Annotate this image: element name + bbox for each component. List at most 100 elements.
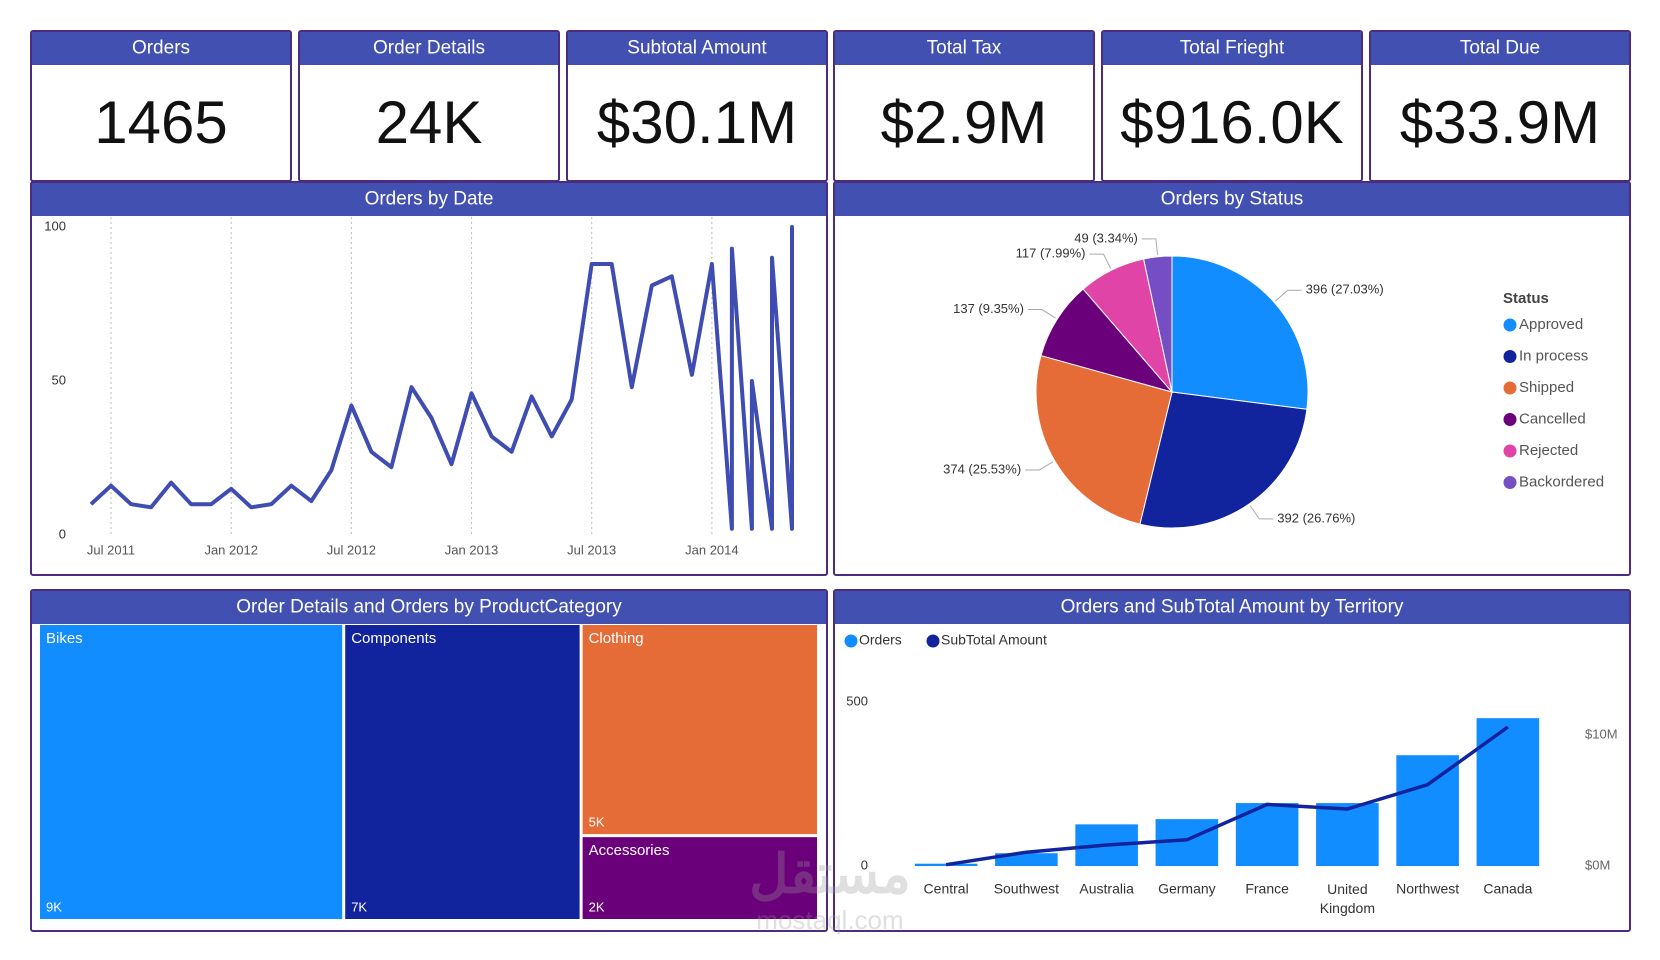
watermark: مستقل — [749, 844, 911, 904]
tile-value: 5K — [589, 815, 605, 830]
x-tick-label: Germany — [1158, 881, 1216, 897]
pie-slice — [1143, 255, 1173, 393]
leader-line — [1025, 461, 1054, 471]
data-label: 374 (25.53%) — [943, 461, 1021, 476]
treemap-tile — [582, 837, 817, 919]
y-tick-label: 100 — [44, 218, 66, 233]
kpi-card-header — [1103, 32, 1361, 65]
legend-swatch — [1503, 318, 1517, 332]
chart-panel-header — [32, 183, 826, 216]
x-tick-label: Australia — [1079, 881, 1134, 897]
kpi-card-title: Subtotal Amount — [627, 38, 767, 59]
data-label: 392 (26.76%) — [1277, 510, 1355, 525]
line-series — [89, 225, 794, 531]
y-tick-label: 0 — [59, 526, 66, 541]
treemap-tile — [345, 625, 580, 919]
x-tick-label: Jul 2013 — [567, 542, 616, 557]
legend-swatch — [1503, 381, 1517, 395]
bar — [995, 853, 1058, 866]
x-tick-label: Jul 2011 — [87, 542, 135, 557]
chart-panel-header — [32, 591, 826, 624]
legend-title: Status — [1503, 290, 1549, 307]
kpi-card-title: Total Tax — [927, 38, 1002, 59]
pie-slice — [1035, 354, 1173, 525]
legend-label: SubTotal Amount — [941, 632, 1047, 648]
legend-label: In process — [1519, 347, 1588, 364]
y2-tick-label: $10M — [1585, 726, 1618, 741]
legend-label: Cancelled — [1519, 410, 1586, 427]
x-tick-label: Canada — [1483, 881, 1532, 897]
legend-swatch — [1503, 413, 1517, 426]
leader-line — [1027, 309, 1056, 319]
legend-label: Shipped — [1519, 379, 1574, 396]
kpi-value: 24K — [376, 89, 483, 156]
kpi-card-title: Total Due — [1460, 38, 1540, 59]
kpi-card-title: Total Frieght — [1180, 38, 1285, 59]
chart-panel-title: Orders by Status — [1161, 189, 1304, 210]
chart-panel-header — [835, 591, 1629, 624]
chart-panel — [30, 181, 828, 576]
legend-label: Orders — [859, 632, 902, 648]
kpi-value: $33.9M — [1400, 89, 1600, 156]
kpi-card-header — [568, 32, 826, 65]
chart-panel-title: Orders by Date — [365, 189, 494, 210]
legend-swatch — [1503, 350, 1517, 363]
data-label: 49 (3.34%) — [1074, 230, 1138, 245]
legend-label: Rejected — [1519, 442, 1578, 459]
kpi-value: $30.1M — [597, 89, 797, 156]
leader-line — [1275, 289, 1302, 302]
y-tick-label: 0 — [861, 857, 868, 872]
pie-slice — [1040, 288, 1174, 393]
pie-slice — [1171, 255, 1309, 410]
y2-tick-label: $0M — [1585, 857, 1610, 872]
chart-panel-title: Order Details and Orders by ProductCateg… — [236, 597, 622, 618]
watermark: mostaql.com — [756, 905, 903, 935]
x-tick-label: Jan 2013 — [445, 542, 499, 557]
tile-value: 2K — [589, 899, 605, 914]
chart-panel-title: Orders and SubTotal Amount by Territory — [1061, 597, 1404, 618]
x-tick-label: Southwest — [994, 881, 1059, 897]
legend-label: Backordered — [1519, 473, 1604, 490]
kpi-value: $916.0K — [1120, 89, 1344, 156]
tile-label: Accessories — [589, 842, 670, 859]
leader-line — [1141, 238, 1159, 255]
kpi-card-title: Orders — [132, 38, 190, 59]
legend-swatch — [926, 634, 940, 648]
bar — [1396, 755, 1459, 866]
data-label: 137 (9.35%) — [953, 301, 1024, 316]
kpi-card-header — [32, 32, 290, 65]
tile-label: Bikes — [46, 630, 83, 647]
kpi-card-header — [300, 32, 558, 65]
bar — [1476, 718, 1540, 866]
x-tick-label: Jan 2014 — [685, 542, 739, 557]
y-tick-label: 50 — [52, 372, 66, 387]
x-tick-label: Jan 2012 — [204, 542, 258, 557]
tile-value: 9K — [46, 899, 62, 914]
x-tick-label: United Kingdom — [1320, 881, 1375, 916]
leader-line — [1089, 253, 1112, 269]
tile-value: 7K — [351, 899, 367, 914]
x-tick-label: Jul 2012 — [327, 542, 376, 557]
treemap-tile — [40, 625, 343, 919]
data-label: 396 (27.03%) — [1306, 282, 1384, 297]
data-label: 117 (7.99%) — [1016, 246, 1086, 261]
line-series — [945, 725, 1509, 867]
kpi-value: $2.9M — [881, 89, 1048, 156]
kpi-card-title: Order Details — [373, 38, 485, 59]
leader-line — [1249, 505, 1274, 520]
chart-panel-header — [835, 183, 1629, 216]
x-tick-label: Northwest — [1396, 881, 1459, 897]
bar — [1316, 803, 1379, 866]
kpi-value: 1465 — [94, 89, 227, 156]
treemap-tile — [582, 625, 817, 835]
x-tick-label: Central — [924, 881, 969, 897]
y-tick-label: 500 — [846, 694, 868, 709]
kpi-card-header — [1371, 32, 1629, 65]
legend-swatch — [1503, 444, 1517, 458]
x-tick-label: France — [1245, 881, 1289, 897]
legend-label: Approved — [1519, 316, 1583, 333]
pie-slice — [1139, 391, 1308, 529]
tile-label: Components — [351, 630, 436, 647]
